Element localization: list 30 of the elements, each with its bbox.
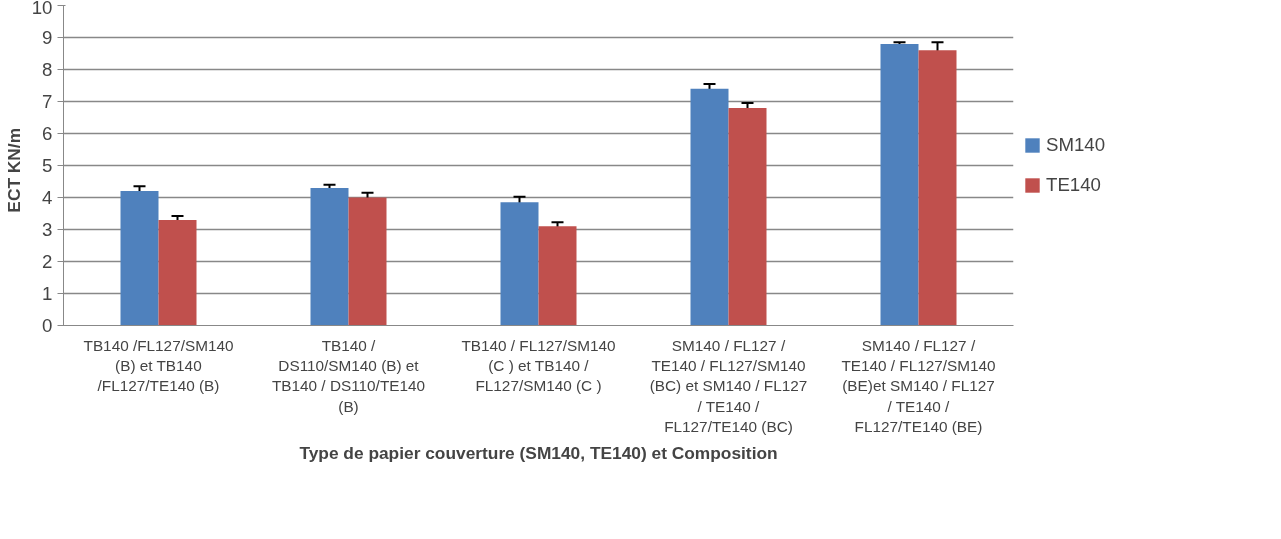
bar xyxy=(158,219,197,326)
bar xyxy=(310,187,349,326)
x-tick-label: SM140 / FL127 / TE140 / FL127/SM140 (BC) et SM140 / FL127 / TE140 / FL127/TE140 (BC) xyxy=(649,336,808,436)
bar xyxy=(120,191,159,326)
legend-label: SM140 xyxy=(1046,134,1106,156)
x-tick-label: SM140 / FL127 / TE140 / FL127/SM140 (BE)et SM140 / FL127 / TE140 / FL127/TE140 (BE) xyxy=(841,336,996,436)
x-tick-label: TB140 /FL127/SM140 (B) et TB140 /FL127/TE140 (B) xyxy=(83,336,234,395)
bar xyxy=(880,43,919,326)
y-tick-label: 5 xyxy=(42,155,53,176)
x-axis-title: Type de papier couverture (SM140, TE140) et Composition xyxy=(299,443,778,464)
y-tick-label: 10 xyxy=(31,0,53,18)
bar xyxy=(690,88,729,326)
y-tick-label: 1 xyxy=(42,283,53,304)
x-tick-label: TB140 / FL127/SM140 (C ) et TB140 / FL127/SM140 (C ) xyxy=(461,336,616,395)
y-tick-label: 4 xyxy=(42,187,53,208)
y-tick-label: 0 xyxy=(42,315,53,336)
x-tick-label: TB140 / DS110/SM140 (B) et TB140 / DS110/TE140 (B) xyxy=(271,336,426,415)
y-axis-title: ECT KN/m xyxy=(3,127,24,213)
bar xyxy=(728,107,767,326)
y-tick-label: 8 xyxy=(42,59,53,80)
y-tick-label: 6 xyxy=(42,123,53,144)
y-tick-label: 2 xyxy=(42,251,53,272)
y-tick-label: 9 xyxy=(42,27,53,48)
bar xyxy=(918,50,957,326)
legend-label: TE140 xyxy=(1046,174,1101,196)
y-tick-label: 7 xyxy=(42,91,53,112)
y-tick-label: 3 xyxy=(42,219,53,240)
bar xyxy=(348,197,387,326)
bar xyxy=(538,226,577,326)
bar xyxy=(500,202,539,326)
